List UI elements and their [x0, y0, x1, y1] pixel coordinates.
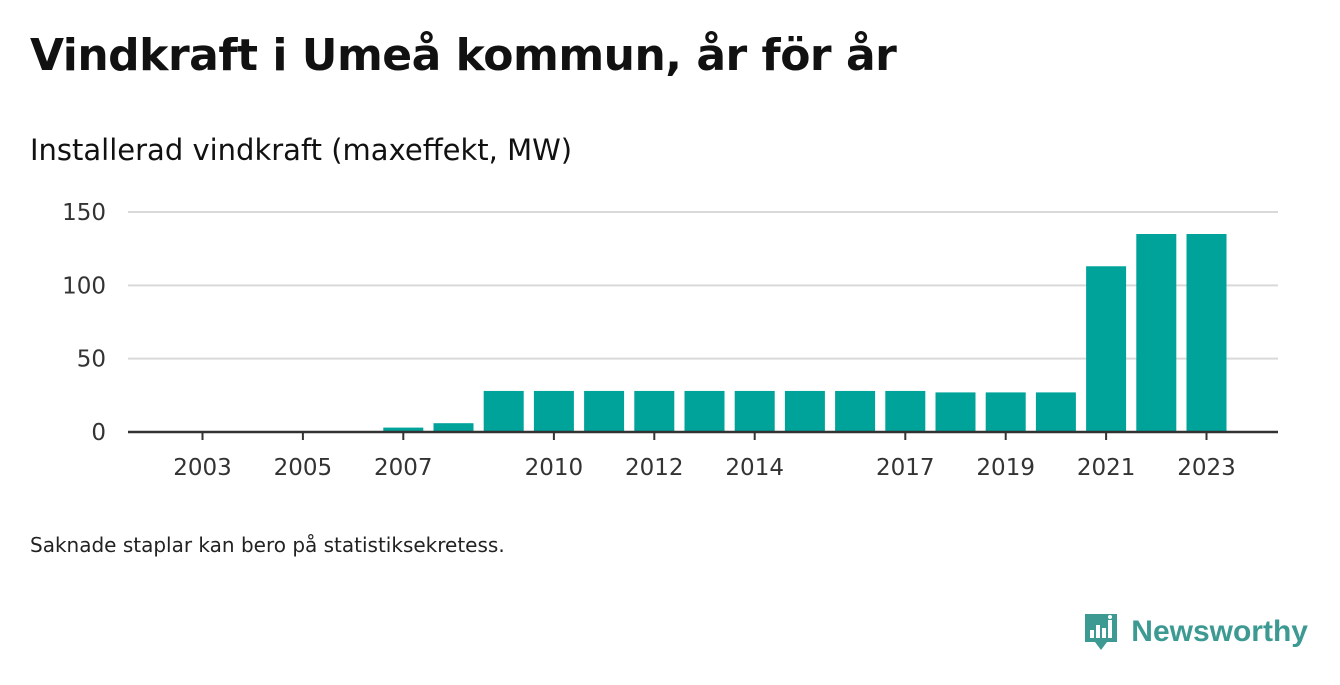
brand-logo: Newsworthy: [1083, 612, 1308, 652]
y-tick-label: 100: [62, 273, 106, 299]
bar-2019: [985, 392, 1026, 432]
bars: [383, 234, 1227, 432]
bar-2014: [734, 390, 775, 432]
bar-2012: [634, 390, 675, 432]
bar-2018: [935, 392, 976, 432]
x-tick-label: 2007: [374, 455, 433, 481]
x-tick-label: 2014: [725, 455, 784, 481]
x-tick-label: 2019: [976, 455, 1035, 481]
y-tick-label: 150: [62, 200, 106, 226]
bar-2017: [885, 390, 926, 432]
bar-2016: [835, 390, 876, 432]
x-tick-label: 2017: [876, 455, 935, 481]
x-tick-label: 2003: [173, 455, 232, 481]
bar-2011: [584, 390, 625, 432]
x-tick-label: 2010: [525, 455, 584, 481]
x-tick-label: 2023: [1177, 455, 1236, 481]
bar-2023: [1186, 234, 1227, 432]
bar-2008: [433, 423, 474, 432]
bar-2013: [684, 390, 725, 432]
y-tick-label: 50: [77, 347, 106, 373]
bar-2009: [483, 390, 524, 432]
bar-2015: [784, 390, 825, 432]
chart-title: Vindkraft i Umeå kommun, år för år: [30, 30, 897, 81]
bar-2020: [1035, 392, 1076, 432]
bar-chart-speech-bubble-icon: [1085, 614, 1118, 650]
footnote: Saknade staplar kan bero på statistiksek…: [30, 533, 505, 557]
bar-2010: [533, 390, 574, 432]
y-tick-label: 0: [91, 420, 106, 446]
brand-name: Newsworthy: [1131, 615, 1308, 648]
x-tick-label: 2012: [625, 455, 684, 481]
bar-2007: [383, 427, 424, 432]
x-tick-label: 2005: [274, 455, 333, 481]
bar-2021: [1086, 266, 1127, 432]
x-axis-ticks: 2003 2005 2007 2010 2012 2014 2017 2019 2021 2023: [173, 432, 1236, 481]
chart-subtitle: Installerad vindkraft (maxeffekt, MW): [30, 133, 573, 167]
bar-2022: [1136, 234, 1177, 432]
x-tick-label: 2021: [1077, 455, 1136, 481]
y-axis-ticks: 0 50 100 150: [62, 200, 106, 446]
